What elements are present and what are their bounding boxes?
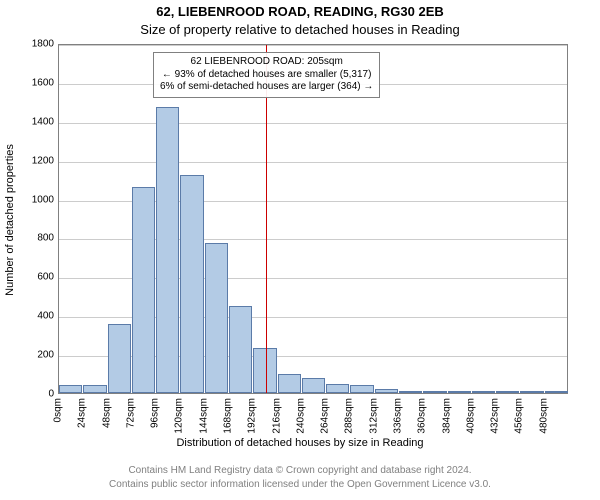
histogram-bar [399, 391, 422, 393]
x-tick-label: 72sqm [125, 398, 136, 428]
x-tick-label: 120sqm [174, 398, 185, 434]
histogram-bar [156, 107, 179, 393]
histogram-bar [350, 385, 373, 393]
histogram-bar [496, 391, 519, 393]
x-tick-label: 480sqm [538, 398, 549, 434]
annotation-box: 62 LIEBENROOD ROAD: 205sqm← 93% of detac… [153, 52, 380, 98]
x-tick-label: 360sqm [417, 398, 428, 434]
histogram-bar [108, 324, 131, 393]
histogram-bar [253, 348, 276, 393]
histogram-bar [278, 374, 301, 393]
x-tick-label: 384sqm [441, 398, 452, 434]
x-tick-label: 168sqm [223, 398, 234, 434]
x-tick-label: 0sqm [53, 398, 64, 422]
histogram-bar [472, 391, 495, 393]
annotation-line2: ← 93% of detached houses are smaller (5,… [160, 69, 373, 82]
y-tick-label: 600 [14, 272, 54, 283]
address-title: 62, LIEBENROOD ROAD, READING, RG30 2EB [0, 4, 600, 19]
histogram-bar [180, 175, 203, 393]
histogram-bar [520, 391, 543, 393]
histogram-bar [83, 385, 106, 393]
histogram-bar [132, 187, 155, 393]
y-tick-label: 1600 [14, 77, 54, 88]
histogram-bar [229, 306, 252, 394]
histogram-bar [375, 389, 398, 393]
x-tick-label: 456sqm [514, 398, 525, 434]
y-tick-label: 1000 [14, 194, 54, 205]
gridline-h [59, 162, 567, 163]
x-tick-label: 264sqm [320, 398, 331, 434]
annotation-line3: 6% of semi-detached houses are larger (3… [160, 81, 373, 94]
chart-container: 62, LIEBENROOD ROAD, READING, RG30 2EB S… [0, 0, 600, 500]
x-tick-label: 216sqm [271, 398, 282, 434]
x-tick-label: 144sqm [198, 398, 209, 434]
plot-area: 62 LIEBENROOD ROAD: 205sqm← 93% of detac… [58, 44, 568, 394]
x-tick-label: 408sqm [465, 398, 476, 434]
chart-subtitle: Size of property relative to detached ho… [0, 22, 600, 37]
x-tick-label: 312sqm [368, 398, 379, 434]
histogram-bar [302, 378, 325, 393]
x-tick-label: 288sqm [344, 398, 355, 434]
y-tick-label: 1400 [14, 116, 54, 127]
annotation-line1: 62 LIEBENROOD ROAD: 205sqm [160, 56, 373, 69]
y-tick-label: 1200 [14, 155, 54, 166]
footer-licence: Contains public sector information licen… [0, 479, 600, 490]
x-axis-label: Distribution of detached houses by size … [0, 437, 600, 449]
y-tick-label: 1800 [14, 39, 54, 50]
x-tick-label: 96sqm [150, 398, 161, 428]
x-tick-label: 48sqm [101, 398, 112, 428]
histogram-bar [448, 391, 471, 393]
y-tick-label: 800 [14, 233, 54, 244]
histogram-bar [326, 384, 349, 393]
histogram-bar [545, 391, 568, 393]
gridline-h [59, 45, 567, 46]
x-tick-label: 240sqm [295, 398, 306, 434]
y-tick-label: 0 [14, 389, 54, 400]
histogram-bar [205, 243, 228, 393]
histogram-bar [59, 385, 82, 393]
gridline-h [59, 123, 567, 124]
x-tick-label: 432sqm [490, 398, 501, 434]
y-tick-label: 200 [14, 350, 54, 361]
x-tick-label: 336sqm [393, 398, 404, 434]
y-tick-label: 400 [14, 311, 54, 322]
footer-copyright: Contains HM Land Registry data © Crown c… [0, 465, 600, 476]
x-tick-label: 192sqm [247, 398, 258, 434]
x-tick-label: 24sqm [77, 398, 88, 428]
histogram-bar [423, 391, 446, 393]
